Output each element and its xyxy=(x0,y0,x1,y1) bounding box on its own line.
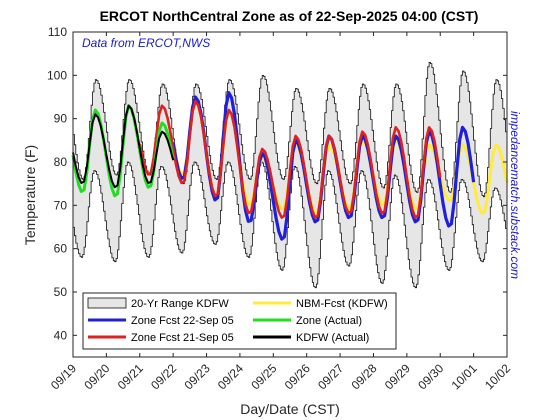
y-tick-label-4: 80 xyxy=(54,155,68,169)
y-tick-label-3: 70 xyxy=(54,198,68,212)
x-axis-label: Day/Date (CST) xyxy=(240,401,340,417)
watermark: impedancematch.substack.com xyxy=(508,111,522,279)
legend: 20-Yr Range KDFW NBM-Fcst (KDFW) Zone Fcst… xyxy=(82,292,397,350)
legend-label-2: Zone Fcst 22-Sep 05 xyxy=(131,315,234,327)
legend-label-1: NBM-Fcst (KDFW) xyxy=(296,298,388,310)
chart-title: ERCOT NorthCentral Zone as of 22-Sep-202… xyxy=(100,8,479,24)
y-tick-label-2: 60 xyxy=(54,242,68,256)
legend-label-3: Zone (Actual) xyxy=(296,315,362,327)
y-tick-label-5: 90 xyxy=(54,112,68,126)
y-tick-label-7: 110 xyxy=(48,25,67,39)
plot-frame xyxy=(72,31,508,358)
series-layer xyxy=(71,91,509,241)
legend-box xyxy=(82,292,397,350)
legend-swatch-0 xyxy=(87,297,127,309)
legend-label-0: 20-Yr Range KDFW xyxy=(131,298,229,310)
series-line-2 xyxy=(138,100,442,219)
y-tick-label-0: 40 xyxy=(54,328,68,342)
legend-label-4: Zone Fcst 21-Sep 05 xyxy=(131,332,234,344)
y-tick-label-1: 50 xyxy=(54,285,68,299)
y-axis: 40 50 60 70 80 90 100 110 xyxy=(47,25,507,342)
y-axis-label: Temperature (F) xyxy=(22,145,38,245)
source-note: Data from ERCOT,NWS xyxy=(82,36,210,50)
legend-label-5: KDFW (Actual) xyxy=(296,332,369,344)
y-tick-label-6: 100 xyxy=(47,68,67,82)
series-line-4 xyxy=(72,104,175,189)
